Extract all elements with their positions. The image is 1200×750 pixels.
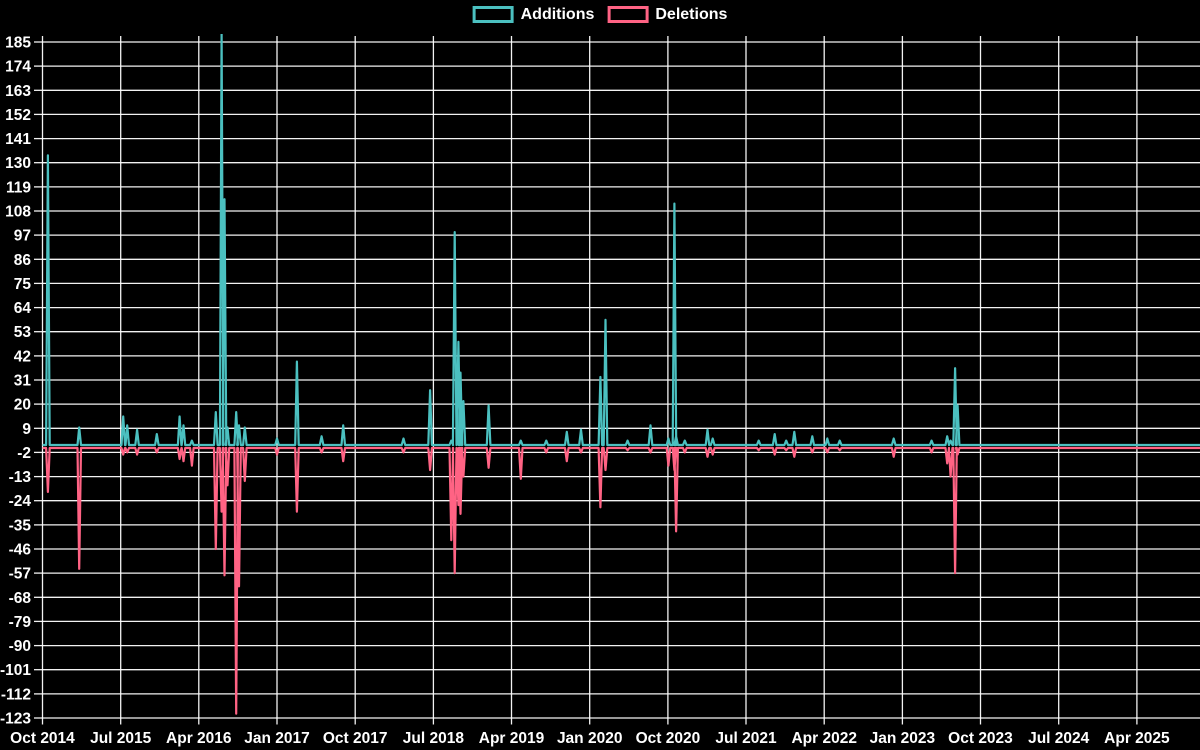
y-tick-label: -13 [9, 469, 32, 486]
y-tick-label: 185 [5, 35, 31, 52]
y-tick-label: 31 [14, 373, 32, 390]
additions-swatch-icon [472, 6, 514, 23]
x-tick-label: Jan 2020 [557, 730, 623, 747]
additions-line [42, 34, 1200, 447]
legend-label-additions: Additions [520, 5, 595, 23]
legend-label-deletions: Deletions [655, 5, 728, 23]
y-tick-label: 53 [14, 324, 32, 341]
x-tick-label: Apr 2025 [1104, 730, 1170, 747]
y-tick-label: -90 [9, 638, 31, 655]
x-tick-label: Oct 2020 [636, 730, 701, 747]
gridlines [34, 36, 1200, 725]
y-tick-label: 75 [14, 276, 32, 293]
y-tick-label: 64 [14, 300, 32, 317]
y-tick-label: -57 [9, 566, 31, 583]
y-tick-label: -46 [9, 542, 32, 559]
x-tick-label: Jul 2018 [403, 730, 465, 747]
y-tick-label: -24 [9, 493, 32, 510]
x-tick-label: Oct 2017 [323, 730, 388, 747]
y-tick-label: 174 [5, 59, 31, 76]
y-tick-label: 141 [5, 131, 31, 148]
y-tick-label: -112 [1, 686, 31, 703]
y-tick-label: -68 [9, 590, 32, 607]
y-tick-label: 20 [14, 397, 31, 414]
y-tick-label: 9 [22, 421, 31, 438]
y-tick-label: -101 [0, 662, 31, 679]
x-tick-label: Apr 2016 [166, 730, 232, 747]
x-tick-label: Jul 2021 [715, 730, 777, 747]
x-tick-label: Oct 2023 [948, 730, 1013, 747]
deletions-line [42, 446, 1200, 715]
x-tick-label: Oct 2014 [10, 730, 75, 747]
y-tick-label: -123 [0, 711, 31, 728]
y-tick-label: -2 [17, 445, 31, 462]
x-tick-label: Jan 2023 [870, 730, 936, 747]
y-tick-label: 152 [5, 107, 31, 124]
y-tick-label: 42 [14, 348, 31, 365]
y-tick-label: 163 [5, 83, 31, 100]
axis-labels: 185 174 163 152 141 130 119 108 97 86 75 64 53 42 31 20… [0, 35, 1170, 748]
x-tick-label: Apr 2019 [479, 730, 545, 747]
x-tick-label: Apr 2022 [791, 730, 856, 747]
y-tick-label: -79 [9, 614, 32, 631]
legend-item-deletions[interactable]: Deletions [607, 6, 727, 23]
y-tick-label: 119 [6, 179, 31, 196]
legend-item-additions[interactable]: Additions [472, 5, 595, 23]
x-tick-label: Jan 2017 [244, 730, 310, 747]
x-tick-label: Jul 2024 [1028, 730, 1090, 747]
deletions-swatch-icon [607, 6, 649, 23]
y-tick-label: 86 [14, 252, 32, 269]
chart-legend: Additions Deletions [472, 5, 727, 23]
x-tick-label: Jul 2015 [90, 730, 152, 747]
y-tick-label: -35 [9, 517, 32, 534]
y-tick-label: 97 [14, 228, 31, 245]
y-tick-label: 130 [5, 155, 31, 172]
y-tick-label: 108 [5, 204, 31, 221]
